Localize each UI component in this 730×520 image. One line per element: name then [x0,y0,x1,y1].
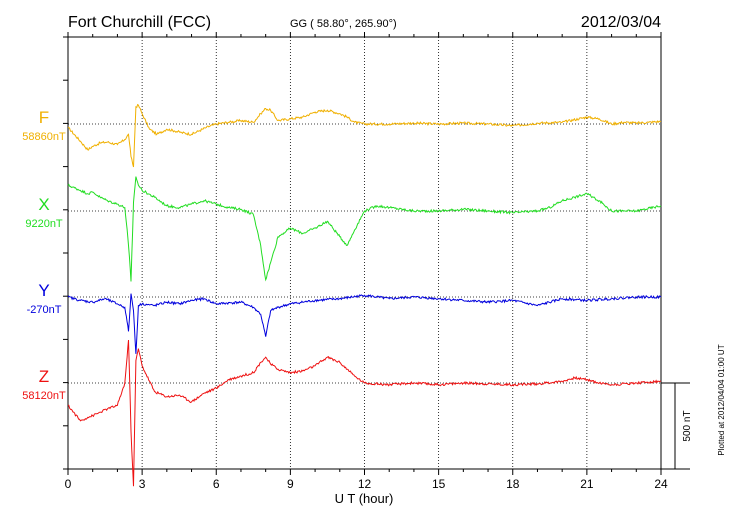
x-tick-label: 15 [432,477,446,491]
x-tick-label: 21 [580,477,594,491]
grid-lines [141,37,588,469]
x-tick-label: 12 [358,477,372,491]
series-name-z: Z [39,367,49,386]
x-tick-label: 18 [506,477,520,491]
trace-x [67,176,662,282]
data-traces [67,103,662,487]
x-axis-label: U T (hour) [335,491,394,506]
station-title: Fort Churchill (FCC) [68,14,211,31]
plotted-at-note: Plotted at 2012/04/04 01:00 UT [717,344,726,455]
x-axis: 0 3 6 9 12 15 18 21 24 [63,32,668,491]
x-tick-label: 6 [213,477,220,491]
series-name-f: F [39,108,49,127]
scale-bar-label: 500 nT [682,410,693,441]
series-baseline-x: 9220nT [25,218,63,230]
x-tick-label: 3 [139,477,146,491]
series-labels: F 58860nT X 9220nT Y -270nT Z 58120nT [22,108,66,402]
x-tick-label: 24 [654,477,668,491]
chart-date: 2012/03/04 [581,14,661,31]
trace-y [67,293,662,354]
x-tick-label: 9 [287,477,294,491]
x-tick-label: 0 [65,477,72,491]
trace-z [67,339,662,487]
series-baseline-f: 58860nT [22,131,66,143]
station-coordinates: GG ( 58.80°, 265.90°) [290,18,397,30]
series-name-y: Y [38,281,49,300]
series-baseline-y: -270nT [27,304,62,316]
trace-f [68,103,662,168]
series-baseline-z: 58120nT [22,390,66,402]
series-name-x: X [38,195,49,214]
scale-bar: 500 nT [661,382,693,470]
